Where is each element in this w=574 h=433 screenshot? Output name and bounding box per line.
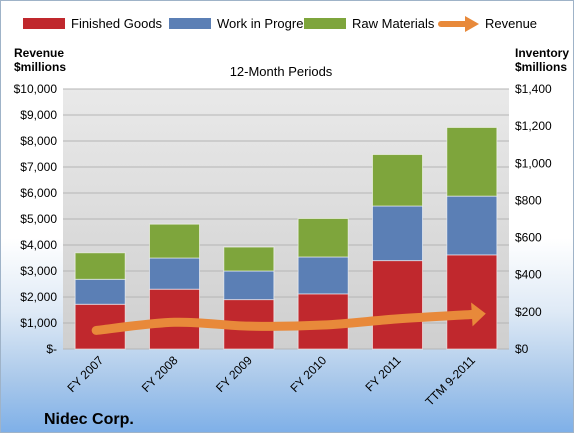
bar-segment-raw-materials (223, 246, 275, 272)
left-tick-label: $- (46, 342, 57, 356)
right-axis-label-line1: Inventory (515, 46, 569, 60)
legend-label: Finished Goods (71, 16, 163, 31)
left-tick-label: $9,000 (20, 108, 57, 122)
x-tick-label: FY 2010 (287, 353, 329, 395)
bar-segment-raw-materials (149, 223, 200, 259)
right-tick-label: $0 (515, 342, 529, 356)
right-axis-label-line2: $millions (515, 60, 567, 74)
x-tick-label: FY 2009 (213, 353, 255, 395)
right-tick-label: $400 (515, 268, 542, 282)
left-tick-label: $8,000 (20, 134, 57, 148)
chart-subtitle: 12-Month Periods (230, 64, 333, 79)
bars (74, 126, 498, 350)
right-tick-label: $200 (515, 305, 542, 319)
x-tick-label: FY 2008 (139, 353, 181, 395)
left-tick-label: $10,000 (14, 82, 58, 96)
legend: Finished Goods Work in Progress Raw Materi… (23, 16, 537, 32)
left-tick-label: $5,000 (20, 212, 57, 226)
bar-segment-raw-materials (74, 252, 126, 280)
left-tick-label: $4,000 (20, 238, 57, 252)
bar-segment-work-in-progress (149, 257, 200, 290)
left-axis-ticks: $- $1,000 $2,000 $3,000 $4,000 $5,000 $6,000 $7… (14, 82, 58, 356)
left-tick-label: $7,000 (20, 160, 57, 174)
bar-segment-raw-materials (297, 217, 349, 258)
left-tick-label: $1,000 (20, 316, 57, 330)
bar-segment-work-in-progress (446, 195, 498, 256)
x-tick-label: FY 2011 (362, 353, 403, 394)
right-tick-label: $1,000 (515, 156, 552, 170)
right-tick-label: $600 (515, 231, 542, 245)
legend-swatch (23, 18, 65, 29)
right-tick-label: $800 (515, 193, 542, 207)
bar-segment-raw-materials (446, 126, 498, 197)
x-axis-ticks: FY 2007 FY 2008 FY 2009 FY 2010 FY 2011 TTM 9… (64, 353, 478, 409)
bar-segment-work-in-progress (297, 256, 349, 295)
legend-swatch (169, 18, 211, 29)
company-name: Nidec Corp. (44, 411, 134, 428)
legend-swatch (304, 18, 346, 29)
legend-arrow (465, 16, 479, 32)
left-axis-label-line1: Revenue (14, 46, 64, 60)
revenue-arrowhead (471, 302, 486, 327)
x-tick-label: TTM 9-2011 (422, 353, 478, 409)
left-tick-label: $6,000 (20, 186, 57, 200)
bar-segment-work-in-progress (74, 278, 126, 305)
legend-label: Raw Materials (352, 16, 435, 31)
bar-segment-finished-goods (372, 260, 423, 350)
right-tick-label: $1,200 (515, 119, 552, 133)
x-tick-label: FY 2007 (64, 353, 106, 395)
right-axis-ticks: $0 $200 $400 $600 $800 $1,000 $1,200 $1,400 (515, 82, 552, 356)
bar-segment-raw-materials (372, 154, 423, 207)
legend-label: Work in Progress (217, 16, 317, 31)
revenue-line (91, 302, 486, 335)
bar-segment-work-in-progress (223, 270, 275, 301)
revenue-line-path (91, 309, 477, 335)
left-tick-label: $3,000 (20, 264, 57, 278)
legend-label: Revenue (485, 16, 537, 31)
bar-segment-work-in-progress (372, 205, 423, 262)
left-axis-label-line2: $millions (14, 60, 66, 74)
bar-segment-finished-goods (446, 254, 498, 350)
right-tick-label: $1,400 (515, 82, 552, 96)
left-tick-label: $2,000 (20, 290, 57, 304)
